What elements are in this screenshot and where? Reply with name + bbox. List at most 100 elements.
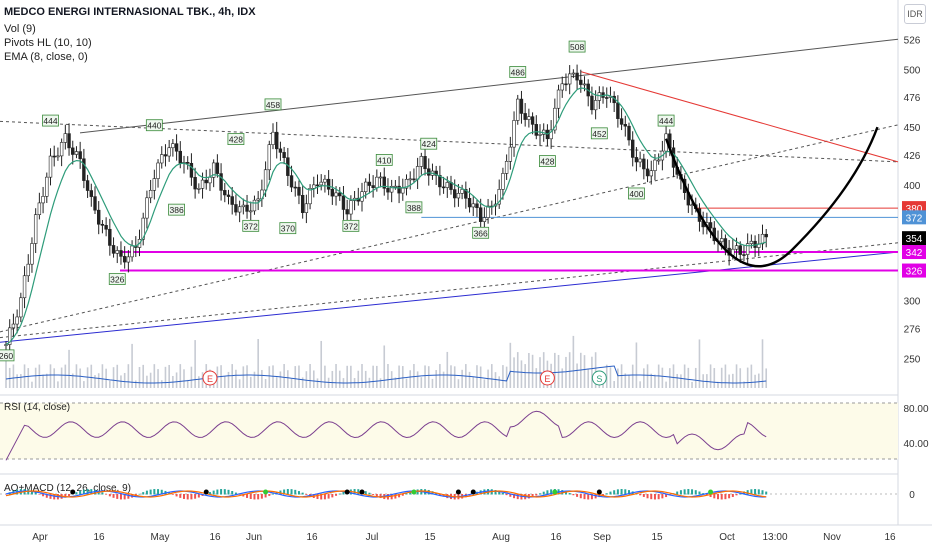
volume-bar [131,343,133,388]
candle [148,189,153,199]
volume-bar [427,366,430,388]
candle [141,217,145,240]
volume-bar [183,369,185,388]
pivot-label-text: 508 [570,42,584,52]
candle [642,158,646,170]
upper-channel-line [79,38,899,134]
candle [638,158,642,163]
macd-histogram-bar [550,489,553,495]
candle [145,197,149,219]
candle [619,118,624,125]
macd-cross-dot [359,489,365,495]
pivots-legend[interactable]: Pivots HL (10, 10) [4,37,92,49]
macd-histogram-bar [653,494,656,500]
volume-bar [409,370,412,388]
candle [605,97,609,99]
volume-bar [661,367,664,388]
volume-bar [617,368,619,388]
macd-histogram-bar [765,491,768,495]
price-tick-label: 400 [904,181,921,192]
time-tick-label: 13:00 [762,532,787,543]
macd-cross-dot [708,489,714,495]
macd-histogram-bar [286,489,289,495]
candle [627,125,631,141]
volume-bar [746,367,749,388]
time-tick-label: Oct [719,532,735,543]
volume-bar [179,364,182,388]
volume-bar [613,381,615,388]
volume-bar [605,364,608,388]
pivot-label-box [342,219,360,232]
event-marker-label: E [544,374,550,384]
pivot-label-box [472,226,490,239]
macd-histogram-bar [613,490,616,495]
candle [319,181,323,186]
volume-bar [249,376,252,388]
candle [19,297,23,318]
rsi-tick-label: 80.00 [903,404,928,415]
macd-histogram-bar [5,494,7,495]
macd-histogram-bar [220,489,223,495]
volume-bar [687,367,690,388]
pivot-label-text: 440 [147,121,161,131]
candle [631,139,635,158]
descending-resistance-line [580,71,899,163]
pivot-label: 444 [657,114,675,127]
candle [152,178,157,191]
volume-bar [157,369,159,388]
candle [223,190,227,196]
vol-legend[interactable]: Vol (9) [4,23,36,35]
pivot-label: 388 [405,201,423,214]
candle [456,193,461,199]
volume-bar [198,376,200,388]
event-marker-label: E [207,374,213,384]
candle [200,179,205,189]
volume-bar [624,373,627,388]
macd-histogram-bar [375,494,378,497]
volume-bar [635,342,638,388]
candle [256,198,260,201]
macd-cross-dot [263,489,269,495]
volume-bar [724,364,727,388]
volume-bar [364,370,367,388]
volume-bar [120,375,122,388]
macd-cross-dot [203,489,209,495]
ema-legend[interactable]: EMA (8, close, 0) [4,51,88,63]
candle [508,146,513,162]
pivot-label-text: 486 [511,68,525,78]
pivot-label-text: 260 [0,351,13,361]
candle [556,89,561,109]
macd-histogram-bar [746,490,749,495]
macd-histogram-bar [646,494,649,499]
candle [22,275,27,299]
event-marker-label: S [596,374,602,384]
volume-ma-line [5,365,767,384]
candle [104,225,108,230]
volume-bar [531,354,534,388]
volume-bar [628,374,630,388]
macd-histogram-bar [45,494,48,498]
macd-histogram-bar [64,494,67,498]
macd-histogram-bar [620,489,623,495]
macd-histogram-bar [720,494,723,500]
volume-bar [672,364,675,388]
volume-bar [383,345,386,388]
price-tick-label: 300 [904,297,921,308]
pivot-label: 386 [168,203,185,216]
volume-bar [754,374,756,388]
pivot-label-text: 400 [629,189,643,199]
volume-bar [238,379,241,388]
time-tick-label: Sep [593,532,611,543]
macd-histogram-bar [605,493,608,495]
volume-bar [53,368,56,388]
volume-bar [160,380,163,388]
time-tick-label: 15 [651,532,663,543]
candle [30,243,34,265]
volume-bar [45,373,48,388]
candle [723,238,728,249]
macd-histogram-bar [398,494,401,498]
candle [575,72,579,81]
macd-histogram-bar [754,489,757,495]
currency-badge[interactable]: IDR [904,4,926,24]
